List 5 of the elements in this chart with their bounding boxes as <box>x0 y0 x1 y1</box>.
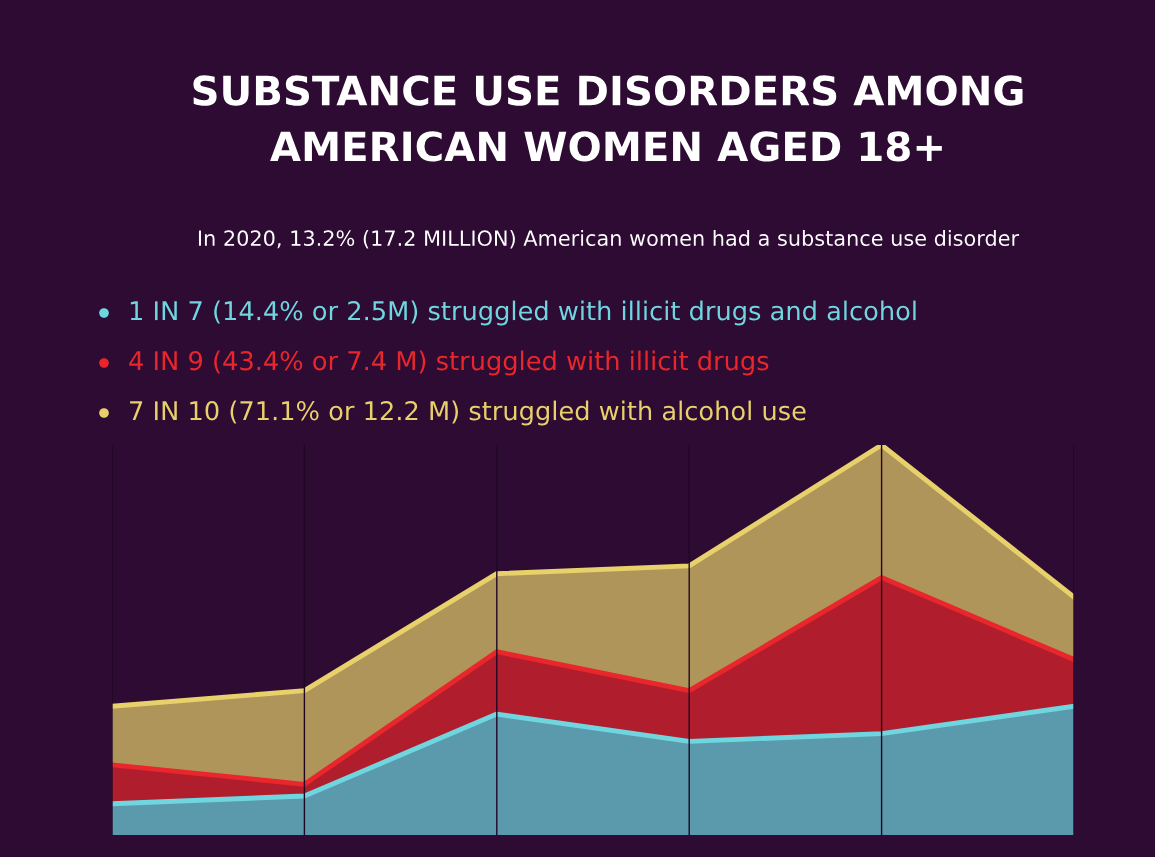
legend-label: 7 IN 10 (71.1% or 12.2 M) struggled with alcohol use <box>130 400 806 426</box>
chart-subtitle: In 2020, 13.2% (17.2 MILLION) American women had a substance use disorder <box>198 229 1020 249</box>
chart-title: SUBSTANCE USE DISORDERS AMONG AMERICAN WOMEN AGED 18+ <box>193 75 1023 162</box>
legend-label: 1 IN 7 (14.4% or 2.5M) struggled with illicit drugs and alcohol <box>130 300 916 326</box>
legend-label: 4 IN 9 (43.4% or 7.4 M) struggled with illicit drugs <box>129 350 769 376</box>
